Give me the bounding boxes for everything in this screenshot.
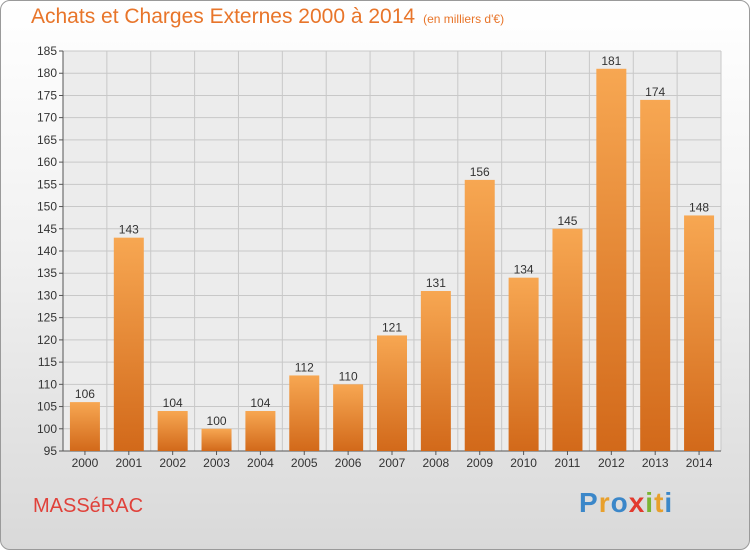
x-tick-label: 2005 [291,456,318,470]
logo-letter: i [664,487,674,518]
y-tick-label: 130 [37,288,57,302]
data-label: 121 [382,320,402,334]
bar [69,402,100,451]
y-tick-label: 180 [37,66,57,80]
data-label: 110 [339,369,358,383]
bar [289,375,320,451]
data-label: 106 [75,387,95,401]
x-tick-label: 2002 [159,456,186,470]
logo-letter: r [598,487,611,518]
x-tick-label: 2014 [686,456,713,470]
chart-title-text: Achats et Charges Externes 2000 à 2014 [31,5,416,28]
data-label: 104 [163,396,183,410]
x-tick-label: 2012 [598,456,625,470]
data-labels: 106 143 104 100 104 112 110 121 131 156 134 145 181 1… [75,54,709,428]
y-tick-label: 115 [38,355,57,369]
data-label: 148 [689,200,709,214]
data-label: 143 [119,223,139,237]
x-tick-label: 2000 [72,456,99,470]
y-tick-label: 160 [37,155,57,169]
y-tick-label: 185 [37,44,57,58]
chart-title: Achats et Charges Externes 2000 à 2014 (e… [31,5,504,29]
y-tick-label: 105 [37,400,57,414]
x-tick-label: 2013 [642,456,669,470]
y-tick-label: 135 [37,266,57,280]
data-label: 156 [470,165,490,179]
x-tick-label: 2001 [115,456,142,470]
y-tick-label: 175 [37,88,57,102]
bar [420,291,451,451]
data-label: 104 [250,396,270,410]
data-label: 174 [645,85,665,99]
logo-letter: t [654,487,665,518]
data-label: 134 [514,263,534,277]
y-tick-label: 165 [37,133,57,147]
logo-letter: o [610,487,629,518]
logo-letter: i [645,487,655,518]
y-tick-label: 170 [37,111,57,125]
data-label: 181 [601,54,621,68]
proxiti-logo: Proxiti [579,487,673,519]
x-tick-label: 2011 [555,456,581,470]
bar [596,68,627,452]
chart-subtitle: (en milliers d'€) [423,12,505,26]
bar [157,411,188,451]
y-tick-label: 110 [38,377,57,391]
y-tick-label: 145 [37,222,57,236]
bar [464,179,495,451]
bar [377,335,407,451]
y-tick-label: 120 [37,333,57,347]
bar [245,411,276,451]
data-label: 100 [207,414,227,428]
x-tick-label: 2008 [423,456,450,470]
y-tick-label: 150 [37,200,57,214]
bar [201,428,232,451]
data-label: 131 [426,276,446,290]
bars [69,68,715,452]
logo-letter: P [579,487,599,518]
data-label: 145 [557,214,577,228]
x-tick-label: 2003 [203,456,230,470]
x-tick-label: 2010 [510,456,537,470]
x-tick-label: 2004 [247,456,274,470]
logo-letter: x [628,487,646,518]
commune-name: MASSéRAC [33,495,144,517]
bar [333,384,364,451]
data-label: 112 [295,360,314,374]
y-tick-label: 140 [37,244,57,258]
y-tick-label: 125 [37,311,57,325]
bar [113,237,144,451]
y-tick-label: 100 [37,422,57,436]
x-tick-label: 2009 [466,456,493,470]
y-tick-label: 95 [44,444,58,458]
bar [640,99,671,451]
bar [552,228,583,451]
bar [508,277,539,451]
y-tick-label: 155 [37,177,57,191]
x-tick-label: 2007 [379,456,406,470]
x-tick-label: 2006 [335,456,362,470]
bar [684,215,715,451]
